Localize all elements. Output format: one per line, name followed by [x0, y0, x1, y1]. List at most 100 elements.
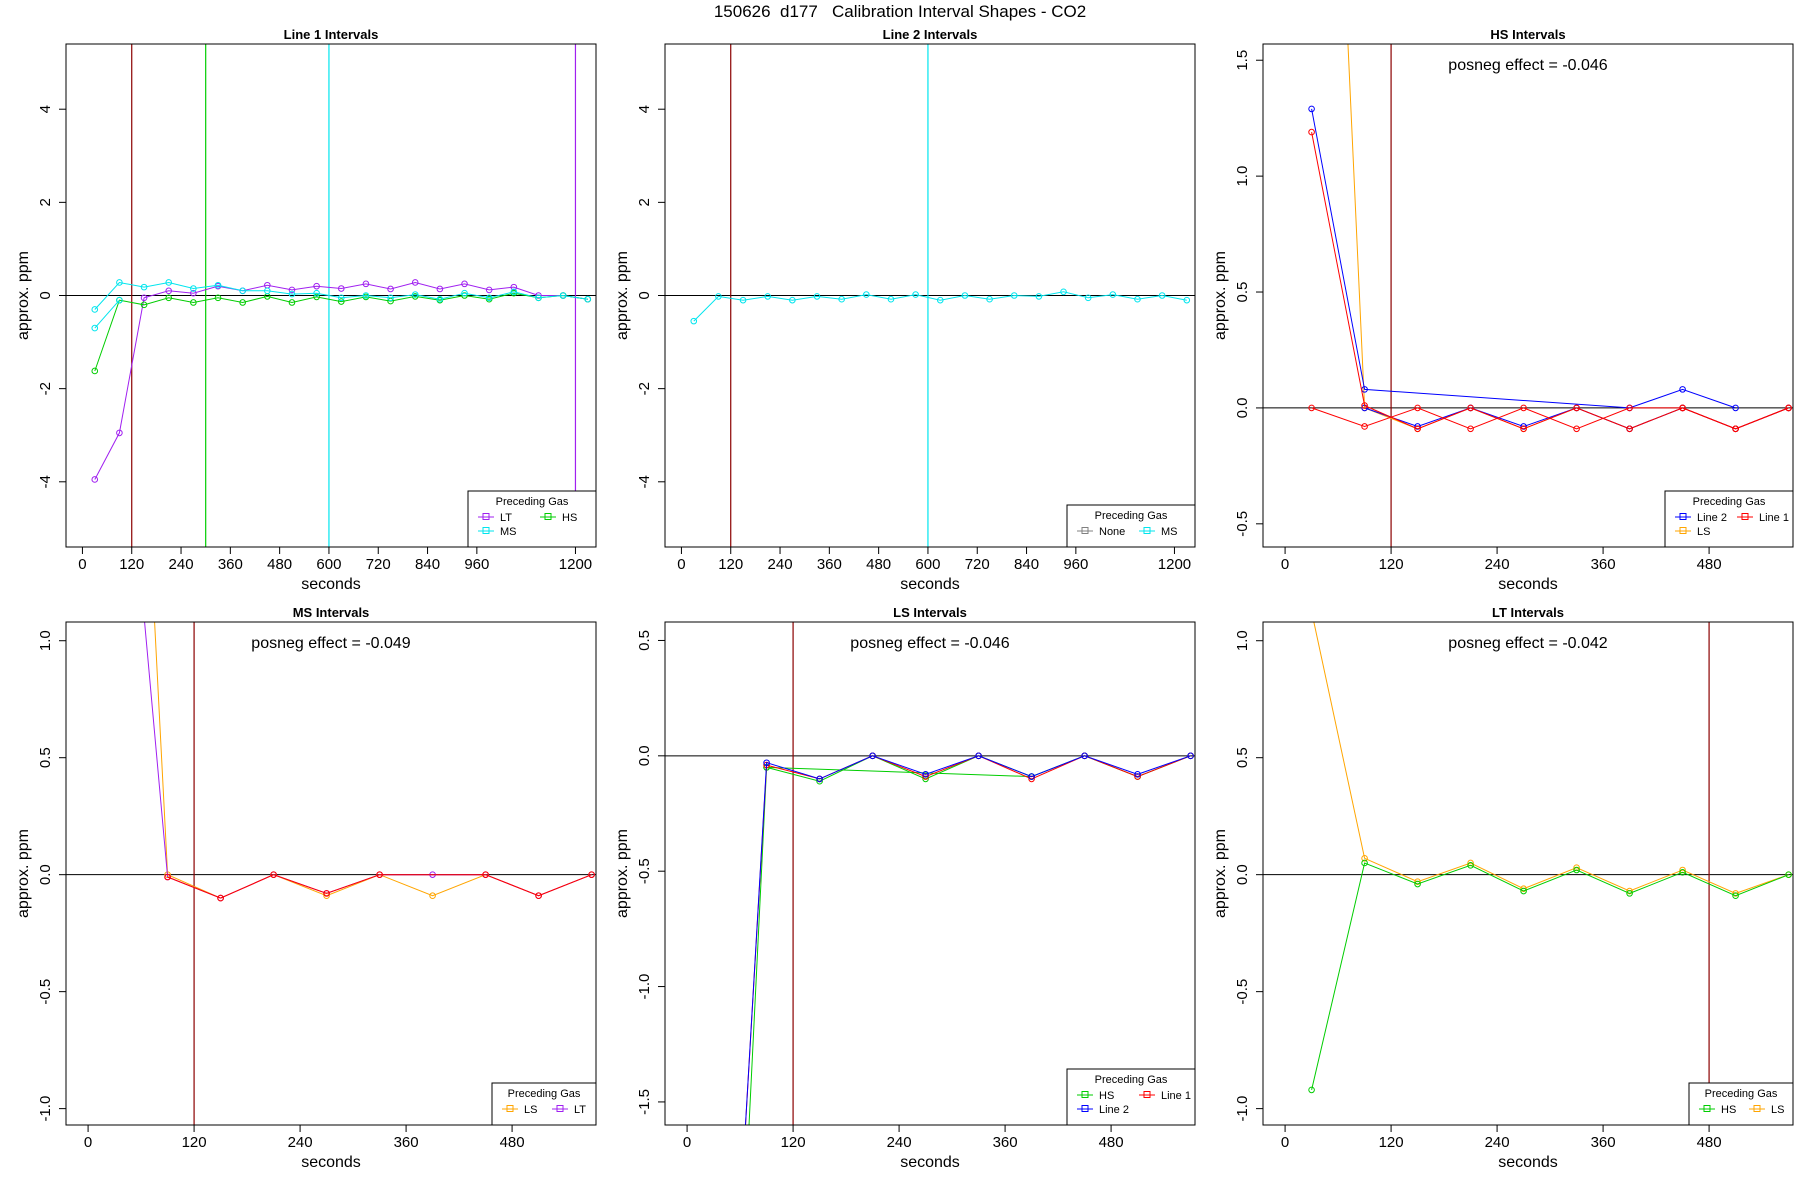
data-point: [1060, 288, 1067, 296]
data-point: [337, 285, 345, 292]
x-tick-label: 480: [1099, 1134, 1124, 1151]
data-point: [461, 289, 468, 297]
data-point: [1308, 404, 1315, 412]
legend-swatch-marker: [1679, 527, 1687, 534]
data-point: [362, 280, 370, 288]
plot-frame: [65, 621, 597, 1126]
data-point: [1467, 425, 1474, 433]
legend-entry-label: LS: [524, 1104, 537, 1116]
x-axis-label: seconds: [900, 1154, 960, 1171]
data-point: [337, 298, 345, 305]
x-tick-label: 960: [1063, 556, 1088, 573]
data-point: [763, 759, 770, 767]
data-point: [1732, 425, 1739, 433]
x-tick-label: 240: [1485, 556, 1510, 573]
y-tick-label: -0.5: [37, 979, 54, 1005]
x-tick-label: 360: [1591, 1134, 1616, 1151]
data-point: [816, 775, 823, 783]
legend-entry-label: Line 1: [1759, 512, 1789, 524]
data-point: [313, 282, 320, 290]
y-tick-label: -1.0: [636, 974, 653, 1000]
legend-swatch-marker: [1143, 527, 1151, 534]
data-point: [288, 286, 296, 294]
posneg-annotation: posneg effect = -0.049: [251, 635, 410, 652]
data-point: [1467, 862, 1474, 869]
data-point: [510, 288, 518, 296]
x-tick-label: 360: [394, 1134, 419, 1151]
data-point: [376, 871, 383, 878]
posneg-annotation: posneg effect = -0.046: [850, 635, 1009, 652]
data-point: [1361, 423, 1368, 430]
x-tick-label: 0: [1281, 556, 1289, 573]
legend: Preceding Gas HS LS: [1688, 1082, 1794, 1126]
data-point: [1679, 404, 1686, 412]
data-point: [1109, 291, 1117, 298]
plot-area: [1263, 44, 1793, 547]
data-point: [116, 296, 123, 304]
x-tick-label: 840: [1014, 556, 1039, 573]
series-line: [693, 291, 1187, 322]
x-tick-label: 720: [965, 556, 990, 573]
legend: Preceding Gas LS LT: [491, 1082, 597, 1126]
data-point: [429, 892, 436, 900]
legend-entry-label: LS: [1771, 1104, 1784, 1116]
data-point: [986, 295, 993, 303]
series-line: [1311, 407, 1789, 430]
posneg-annotation: posneg effect = -0.046: [1448, 57, 1607, 74]
data-point: [1308, 128, 1315, 136]
data-point: [1035, 293, 1043, 300]
series-line: [167, 874, 592, 899]
data-point: [165, 279, 173, 286]
data-point: [739, 296, 747, 304]
x-tick-label: 240: [887, 1134, 912, 1151]
legend-entry-label: Line 1: [1161, 1090, 1191, 1102]
data-point: [1010, 292, 1018, 299]
data-point: [922, 770, 929, 778]
data-point: [91, 324, 99, 332]
data-point: [288, 290, 296, 298]
y-axis-label: approx. ppm: [15, 829, 32, 918]
x-tick-label: 480: [1697, 556, 1722, 573]
data-point: [535, 294, 542, 302]
plot-frame: [664, 621, 1196, 1126]
data-point: [1573, 425, 1580, 433]
data-point: [1414, 425, 1421, 433]
x-tick-label: 1200: [559, 556, 592, 573]
data-point: [869, 752, 876, 760]
data-point: [690, 317, 698, 325]
y-tick-label: 1.0: [37, 630, 54, 651]
x-axis-label: seconds: [301, 576, 361, 593]
x-tick-label: 840: [415, 556, 440, 573]
legend-title: Preceding Gas: [1693, 496, 1766, 508]
data-point: [165, 287, 173, 295]
series-line: [745, 755, 1191, 1125]
legend-swatch-marker: [1081, 527, 1089, 534]
y-tick-label: 4: [37, 105, 54, 113]
legend-swatch-marker: [1143, 1091, 1151, 1098]
plot-area: [1263, 622, 1793, 1125]
chart-title: LT Intervals: [1492, 605, 1564, 620]
posneg-annotation: posneg effect = -0.042: [1448, 635, 1607, 652]
y-axis-label: approx. ppm: [1212, 829, 1229, 918]
legend-swatch-marker: [1741, 513, 1749, 520]
data-point: [461, 280, 468, 288]
data-point: [116, 429, 123, 437]
legend-swatch-marker: [1081, 1105, 1089, 1112]
legend-swatch-marker: [1753, 1105, 1761, 1112]
y-tick-label: -4: [37, 475, 54, 488]
x-tick-label: 480: [267, 556, 292, 573]
series-line: [94, 281, 588, 310]
x-tick-label: 480: [1697, 1134, 1722, 1151]
data-point: [584, 295, 592, 303]
y-tick-label: 0: [636, 291, 653, 299]
x-tick-label: 240: [169, 556, 194, 573]
x-tick-label: 240: [288, 1134, 313, 1151]
legend-entry-label: Line 2: [1099, 1104, 1129, 1116]
data-point: [1732, 404, 1739, 412]
series-line: [94, 292, 588, 372]
data-point: [165, 294, 173, 302]
legend: Preceding Gas Line 2 Line 1 LS: [1664, 490, 1794, 548]
data-point: [313, 289, 320, 297]
legend-swatch-marker: [482, 513, 490, 520]
data-point: [91, 367, 99, 375]
